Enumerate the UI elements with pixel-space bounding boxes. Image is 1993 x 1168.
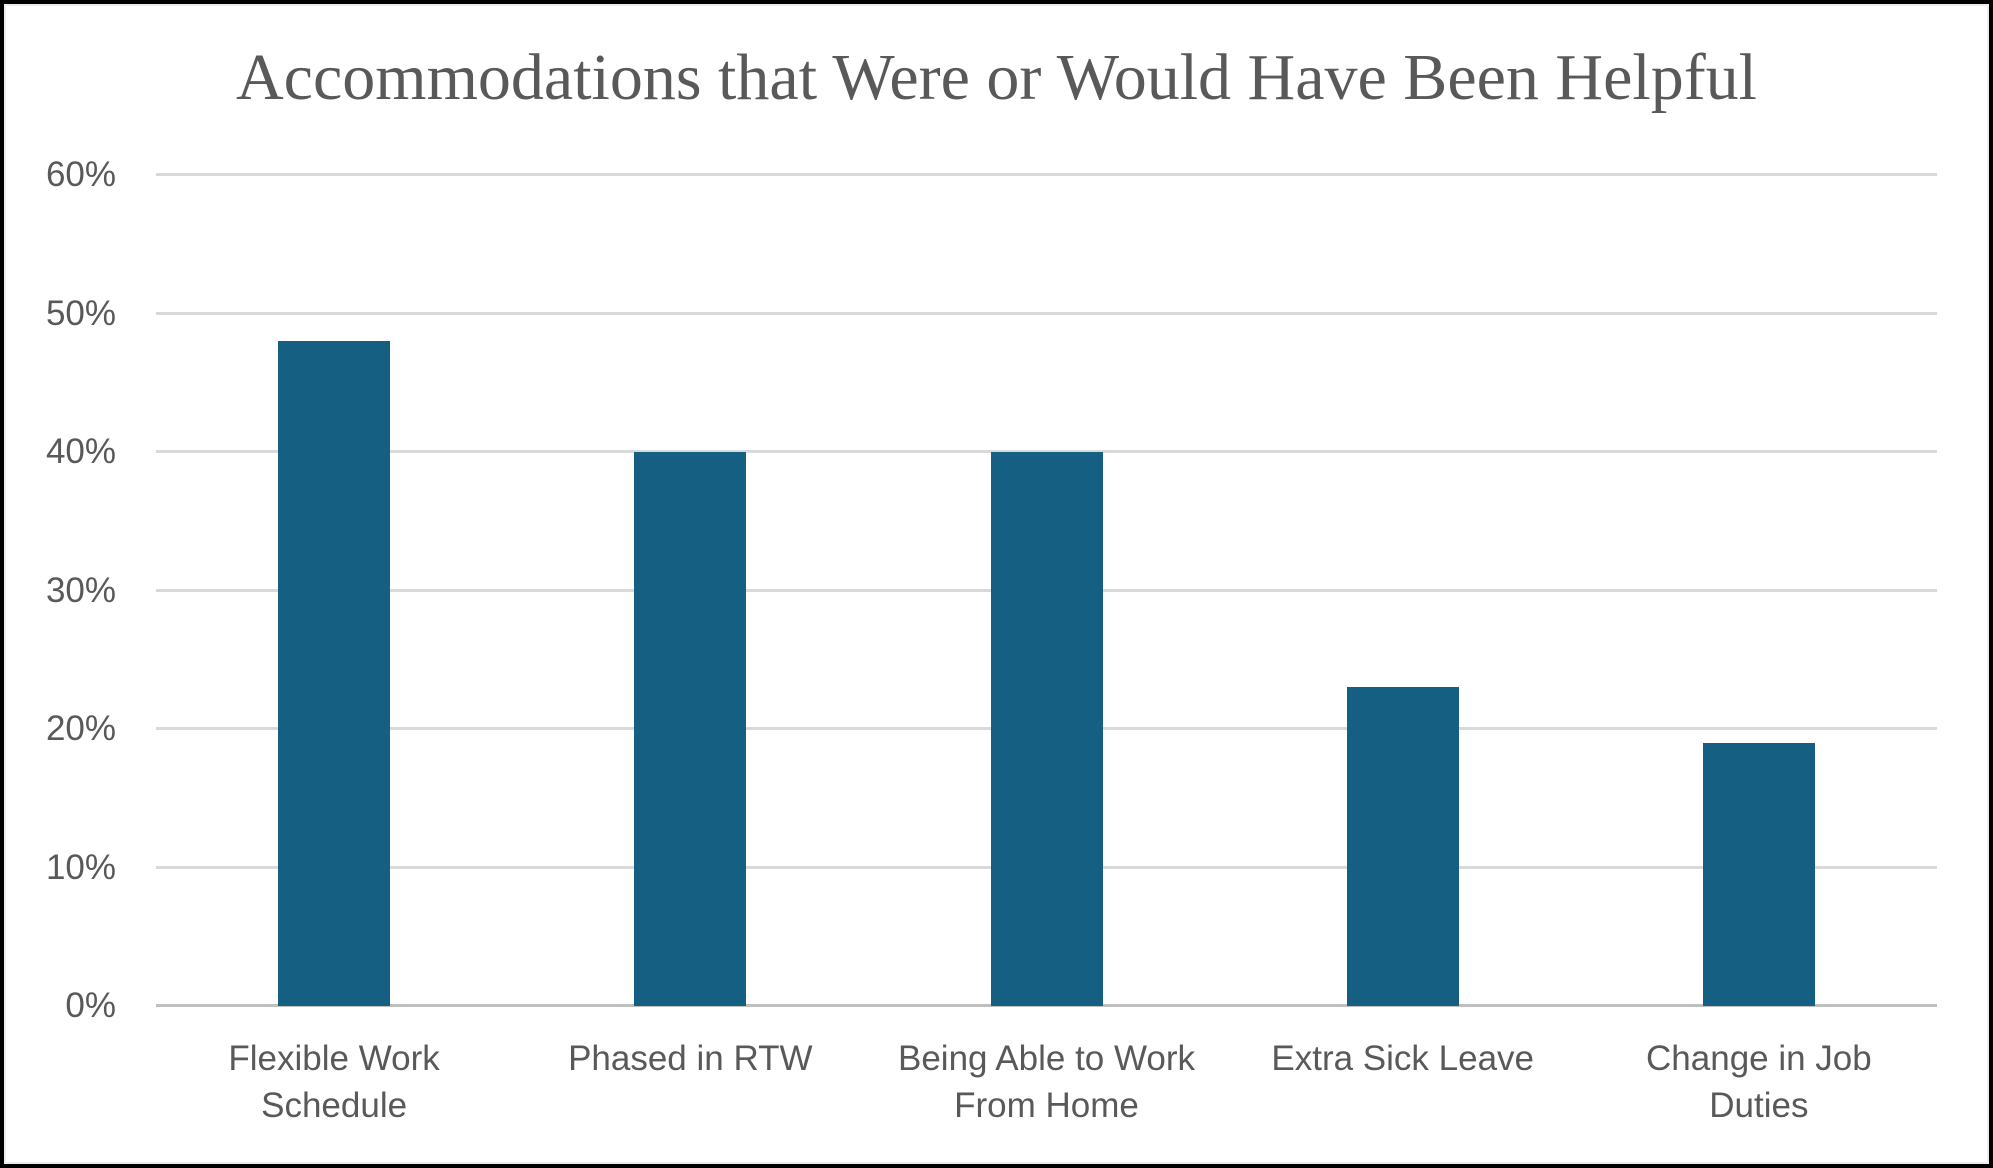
bar-3 bbox=[990, 452, 1103, 1006]
y-tick-label-30%: 30% bbox=[45, 570, 116, 610]
y-tick-label-20%: 20% bbox=[45, 709, 116, 748]
y-tick-label-60%: 60% bbox=[45, 155, 116, 194]
chart-title: Accommodations that Were or Would Have B… bbox=[235, 41, 1758, 114]
y-tick-label-50%: 50% bbox=[45, 293, 116, 333]
x-category-label-5: Change in Job Duties bbox=[1646, 1039, 1872, 1125]
gridline-40% bbox=[156, 450, 1937, 453]
bar-2 bbox=[634, 452, 747, 1006]
y-tick-label-10%: 10% bbox=[45, 847, 116, 887]
bar-5 bbox=[1702, 742, 1815, 1006]
y-tick-label-0%: 0% bbox=[65, 986, 116, 1025]
x-category-label-1: Flexible Work Schedule bbox=[228, 1039, 440, 1125]
y-tick-label-40%: 40% bbox=[45, 432, 116, 471]
x-category-label-4: Extra Sick Leave bbox=[1271, 1039, 1534, 1078]
x-category-label-3: Being Able to Work From Home bbox=[897, 1039, 1196, 1125]
gridline-60% bbox=[156, 173, 1937, 176]
gridline-50% bbox=[156, 311, 1937, 315]
bar-1 bbox=[278, 341, 391, 1006]
x-category-label-2: Phased in RTW bbox=[568, 1039, 813, 1078]
plot-area bbox=[156, 173, 1937, 1007]
bar-4 bbox=[1346, 687, 1459, 1006]
